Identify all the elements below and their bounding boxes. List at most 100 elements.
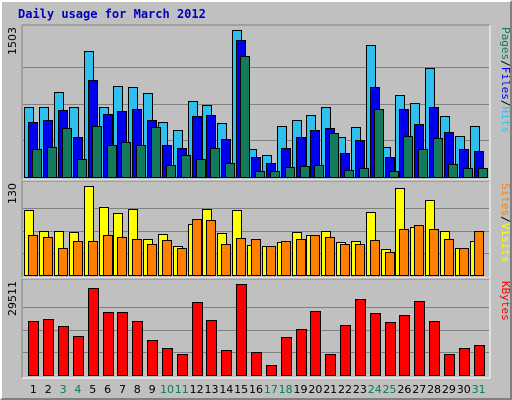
day-label: 16 — [249, 383, 263, 396]
sites-bar — [236, 238, 246, 276]
day-label: 14 — [219, 383, 233, 396]
pages-bar — [77, 159, 87, 178]
pages-files-hits-panel: 1503 Pages/Files/Hits — [6, 24, 512, 181]
sites-bar — [310, 235, 320, 276]
kbytes-bar — [310, 311, 321, 376]
day-label: 15 — [234, 383, 248, 396]
sites-bar — [459, 248, 469, 276]
legend-entry: / — [499, 60, 512, 67]
day-label: 7 — [119, 383, 126, 396]
pages-bar — [255, 171, 265, 178]
legend-entry: Visits — [499, 223, 512, 263]
day-label: 17 — [264, 383, 278, 396]
kbytes-bar — [58, 326, 69, 376]
pages-bar — [389, 171, 399, 178]
kbytes-ymax-label: 29511 — [6, 281, 19, 316]
sites-bar — [88, 241, 98, 276]
kbytes-bar — [43, 319, 54, 376]
legend-entry: Hits — [499, 107, 512, 134]
sites-bar — [221, 244, 231, 276]
sites-bar — [429, 229, 439, 276]
day-label: 20 — [308, 383, 322, 396]
legend-entry: / — [499, 216, 512, 223]
sites-bar — [474, 231, 484, 276]
kbytes-bar — [399, 315, 410, 376]
kbytes-bar — [251, 352, 262, 376]
day-label: 26 — [397, 383, 411, 396]
day-label: 4 — [74, 383, 81, 396]
pages-bar — [285, 167, 295, 178]
kbytes-bar — [73, 336, 84, 376]
pages-bar — [374, 109, 384, 178]
pages-bar — [314, 165, 324, 178]
sites-bar — [117, 237, 127, 276]
kbytes-bar — [385, 322, 396, 376]
kbytes-bar — [132, 321, 143, 376]
pages-bar — [225, 163, 235, 178]
pages-bar — [403, 136, 413, 178]
kbytes-bar — [340, 325, 351, 376]
sites-bar — [251, 239, 261, 276]
pages-bar — [151, 127, 161, 178]
pages-bar — [107, 145, 117, 178]
kbytes-bar — [266, 365, 277, 376]
day-label: 22 — [338, 383, 352, 396]
pages-bar — [196, 159, 206, 178]
day-label: 5 — [89, 383, 96, 396]
sites-visits-legend: Sites/Visits — [499, 183, 512, 263]
day-label: 28 — [427, 383, 441, 396]
day-label: 31 — [472, 383, 486, 396]
pages-bar — [92, 126, 102, 178]
pages-bar — [32, 149, 42, 178]
kbytes-panel: 29511 KBytes — [6, 278, 512, 379]
pages-bar — [359, 168, 369, 178]
sites-visits-ymax-label: 130 — [6, 183, 19, 204]
sites-visits-panel: 130 Sites/Visits — [6, 180, 512, 279]
sites-bar — [206, 220, 216, 276]
pages-bar — [240, 56, 250, 178]
page-title: Daily usage for March 2012 — [18, 7, 206, 21]
pages-bar — [433, 138, 443, 178]
sites-bar — [296, 239, 306, 276]
kbytes-legend: KBytes — [499, 281, 512, 321]
pages-bar — [329, 133, 339, 178]
day-label: 18 — [279, 383, 293, 396]
sites-bar — [399, 229, 409, 276]
day-label: 8 — [134, 383, 141, 396]
day-label: 13 — [204, 383, 218, 396]
kbytes-bar — [444, 354, 455, 376]
pages-bar — [181, 155, 191, 178]
day-label: 9 — [149, 383, 156, 396]
day-label: 1 — [30, 383, 37, 396]
pages-bar — [121, 142, 131, 178]
day-label: 21 — [323, 383, 337, 396]
sites-bar — [28, 235, 38, 276]
sites-bar — [444, 239, 454, 276]
kbytes-bar — [147, 340, 158, 376]
pages-bar — [448, 164, 458, 178]
kbytes-bar — [459, 348, 470, 376]
day-label: 12 — [190, 383, 204, 396]
day-label: 11 — [175, 383, 189, 396]
sites-bar — [385, 252, 395, 276]
kbytes-bar — [103, 312, 114, 376]
day-label: 3 — [60, 383, 67, 396]
kbytes-bar — [206, 320, 217, 376]
legend-entry: Pages — [499, 27, 512, 60]
day-label: 2 — [45, 383, 52, 396]
kbytes-bar — [281, 337, 292, 376]
sites-bar — [340, 244, 350, 276]
kbytes-bar — [429, 321, 440, 376]
kbytes-bar — [177, 354, 188, 376]
day-label: 10 — [160, 383, 174, 396]
pages-bar — [418, 149, 428, 178]
kbytes-bar — [192, 302, 203, 376]
pages-bar — [270, 171, 280, 178]
day-label: 30 — [457, 383, 471, 396]
sites-bar — [266, 246, 276, 276]
sites-bar — [355, 244, 365, 276]
legend-entry: Files — [499, 67, 512, 100]
kbytes-bar — [414, 301, 425, 376]
day-label: 27 — [412, 383, 426, 396]
